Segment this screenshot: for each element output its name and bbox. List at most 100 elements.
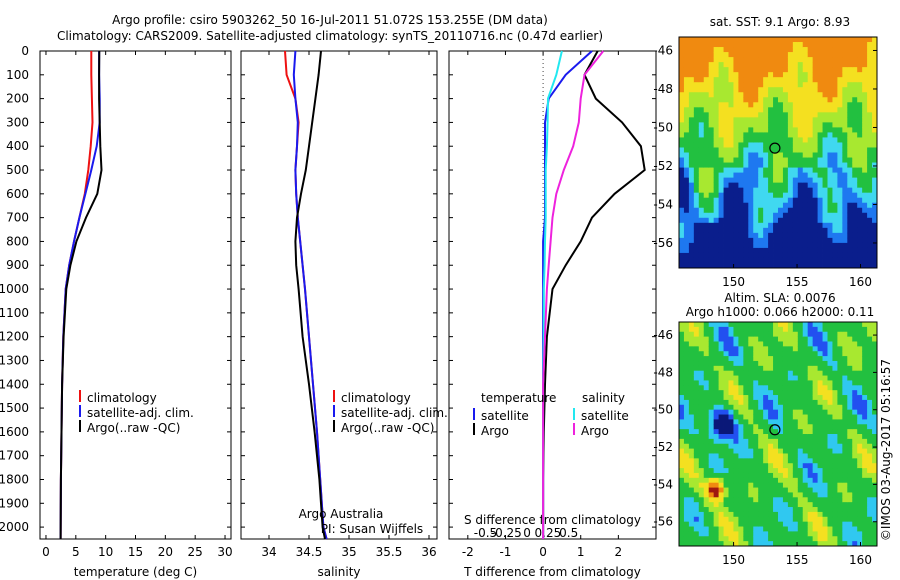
sst-map-cell bbox=[728, 257, 734, 264]
sst-map-cell bbox=[718, 232, 724, 239]
sst-map-cell bbox=[733, 62, 739, 68]
sla-map-cell bbox=[718, 443, 724, 450]
sst-map-cell bbox=[837, 67, 843, 73]
sla-map-cell bbox=[817, 453, 823, 459]
sla-map-cell bbox=[857, 438, 863, 445]
sla-map-cell bbox=[867, 399, 873, 406]
sla-map-cell bbox=[782, 487, 789, 493]
sst-map-cell bbox=[797, 202, 804, 209]
sla-map-cell bbox=[738, 541, 744, 547]
sla-map-cell bbox=[718, 390, 724, 396]
sla-map-cell bbox=[728, 395, 734, 401]
sst-map-cell bbox=[723, 157, 729, 163]
sla-map-cell bbox=[763, 385, 769, 391]
sla-map-cell bbox=[683, 429, 690, 435]
sla-map-cell bbox=[763, 356, 769, 362]
sla-map-cell bbox=[797, 507, 804, 513]
sst-map-cell bbox=[862, 62, 868, 68]
sst-map-cell bbox=[837, 137, 843, 143]
sla-map-cell bbox=[763, 511, 769, 518]
sla-map-cell bbox=[748, 521, 754, 527]
sla-map-cell bbox=[723, 507, 729, 513]
sst-map-cell bbox=[787, 182, 794, 189]
sst-map-cell bbox=[773, 222, 779, 229]
sla-map-cell bbox=[807, 365, 814, 372]
sla-map-cell bbox=[842, 497, 848, 503]
sla-map-cell bbox=[679, 521, 685, 527]
sst-map-cell bbox=[778, 57, 784, 63]
sst-map-cell bbox=[688, 82, 695, 88]
sst-map-cell bbox=[847, 152, 853, 158]
sst-map-cell bbox=[807, 147, 814, 153]
sst-map-cell bbox=[832, 42, 838, 48]
sla-map-cell bbox=[807, 497, 814, 503]
sla-map-cell bbox=[792, 419, 799, 425]
sla-map-cell bbox=[867, 390, 873, 396]
sst-map-cell bbox=[867, 177, 873, 184]
sla-map-cell bbox=[817, 409, 823, 415]
sla-map-cell bbox=[723, 395, 729, 401]
sst-map-cell bbox=[718, 77, 724, 83]
sst-map-cell bbox=[792, 222, 799, 229]
sst-map-cell bbox=[713, 162, 719, 168]
sla-map-cell bbox=[693, 487, 700, 493]
sla-map-cell bbox=[817, 531, 823, 537]
sla-map-cell bbox=[817, 492, 823, 498]
sla-map-cell bbox=[738, 395, 744, 401]
sla-map-cell bbox=[773, 365, 779, 372]
diff-legend-label: Argo bbox=[481, 424, 509, 438]
sst-map-cell bbox=[862, 262, 868, 269]
sst-map-cell bbox=[683, 117, 690, 123]
sst-map-cell bbox=[832, 37, 838, 43]
sla-map-cell bbox=[802, 472, 809, 479]
sst-map-cell bbox=[852, 42, 858, 48]
sst-map-cell bbox=[822, 237, 828, 244]
sst-map-cell bbox=[683, 42, 690, 48]
sla-map-cell bbox=[837, 482, 843, 488]
sst-map-cell bbox=[857, 127, 863, 133]
sst-map-cell bbox=[748, 42, 754, 48]
sst-map-cell bbox=[802, 57, 809, 63]
sla-map-cell bbox=[693, 331, 700, 338]
sla-map-cell bbox=[718, 516, 724, 523]
sla-map-cell bbox=[679, 477, 685, 484]
sla-map-cell bbox=[753, 370, 759, 376]
sla-map-cell bbox=[802, 497, 809, 503]
sla-map-cell bbox=[693, 375, 700, 381]
sla-map-cell bbox=[822, 409, 828, 415]
sst-map-cell bbox=[787, 142, 794, 148]
sst-map-cell bbox=[832, 112, 838, 118]
sst-map-xtick-label: 150 bbox=[722, 275, 745, 289]
sla-map-cell bbox=[847, 341, 853, 347]
sla-map-cell bbox=[698, 351, 705, 357]
sla-map-cell bbox=[832, 331, 838, 338]
sst-map-cell bbox=[792, 137, 799, 143]
sst-map-cell bbox=[753, 177, 759, 184]
sst-map-cell bbox=[837, 237, 843, 244]
sst-map-cell bbox=[817, 232, 823, 239]
sla-map-cell bbox=[867, 526, 873, 532]
sst-map-cell bbox=[688, 67, 695, 73]
diff-secondary-xlabel: S difference from climatology bbox=[464, 513, 641, 527]
sla-map-cell bbox=[807, 516, 814, 523]
sst-map-cell bbox=[782, 262, 789, 269]
sla-map-cell bbox=[733, 521, 739, 527]
sla-map-cell bbox=[802, 487, 809, 493]
sla-map-cell bbox=[862, 438, 868, 445]
sla-map-cell bbox=[728, 511, 734, 518]
sla-map-cell bbox=[733, 536, 739, 542]
sla-map-cell bbox=[708, 463, 715, 469]
sla-map-cell bbox=[782, 351, 789, 357]
sla-map-cell bbox=[792, 487, 799, 493]
sst-map-cell bbox=[758, 77, 764, 83]
sla-map-cell bbox=[827, 399, 833, 406]
sla-map-cell bbox=[797, 346, 804, 352]
sla-map-cell bbox=[688, 419, 695, 425]
sla-map-cell bbox=[683, 477, 690, 484]
sst-map-cell bbox=[693, 192, 700, 199]
sla-map-cell bbox=[708, 336, 715, 342]
sla-map-cell bbox=[797, 472, 804, 479]
sst-map-cell bbox=[867, 37, 873, 43]
sla-map-cell bbox=[748, 346, 754, 352]
